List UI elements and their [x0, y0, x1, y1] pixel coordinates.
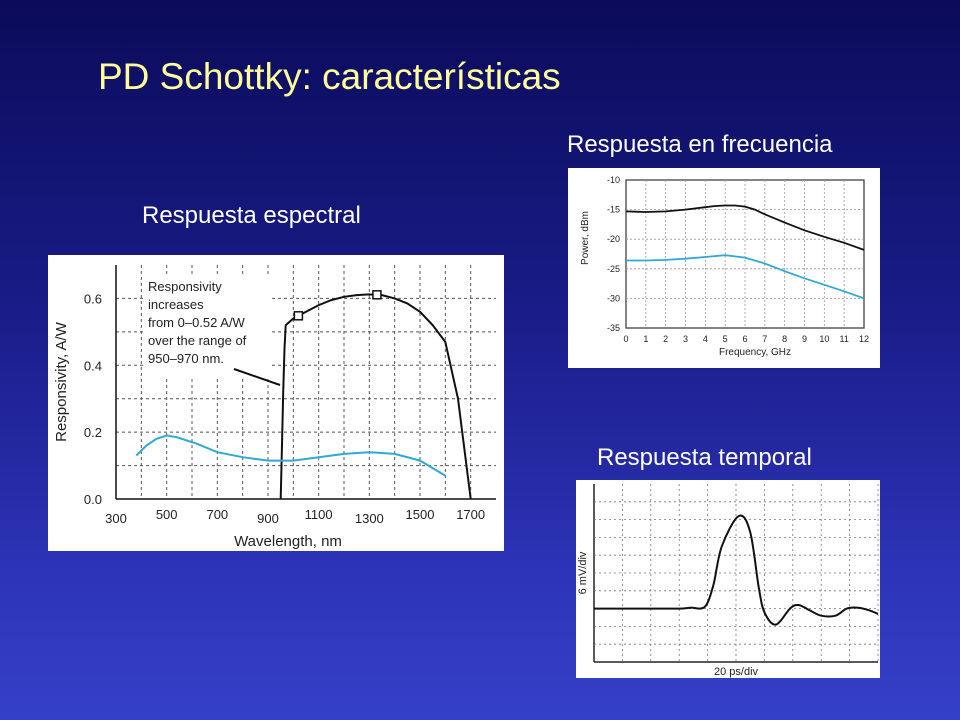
y-tick-label: -20: [607, 234, 620, 244]
pulse-response-line: [593, 514, 879, 626]
y-tick-label: -10: [607, 175, 620, 185]
y-axis-label: 6 mV/div: [577, 551, 589, 594]
series-line-black: [279, 293, 472, 500]
x-tick-label: 3: [683, 334, 688, 344]
x-tick-label: 300: [105, 511, 127, 526]
spectral-chart: 0.0 0.2 0.4 0.6 300 500 700 900 1100 1300 1500 1700…: [53, 265, 496, 550]
y-tick-label: 0.2: [84, 425, 102, 440]
y-tick-label: -15: [607, 205, 620, 215]
y-axis-label: Power, dBm: [580, 211, 591, 265]
slide-title: PD Schottky: características: [98, 56, 561, 97]
annotation-line: 950–970 nm.: [148, 351, 224, 366]
x-tick-label: 6: [742, 334, 747, 344]
x-axis-label: 20 ps/div: [714, 666, 759, 678]
y-axis-label: Responsivity, A/W: [53, 321, 70, 442]
series-marker: [372, 290, 382, 300]
temporal-chart: 20 ps/div 6 mV/div: [577, 484, 879, 678]
series-line-blue: [626, 254, 865, 300]
x-tick-label: 1700: [456, 507, 485, 522]
x-tick-label: 8: [782, 334, 787, 344]
y-tick-label: -30: [607, 293, 620, 303]
x-tick-label: 11: [839, 334, 848, 344]
y-tick-label: 0.6: [84, 291, 102, 306]
x-tick-label: 1300: [355, 511, 384, 526]
y-tick-label: -35: [607, 323, 620, 333]
series-marker: [293, 311, 304, 321]
x-axis-label: Frequency, GHz: [719, 347, 791, 358]
x-tick-label: 9: [802, 334, 807, 344]
x-axis-label: Wavelength, nm: [234, 533, 342, 550]
heading-frequency-response: Respuesta en frecuencia: [567, 131, 833, 158]
heading-spectral-response: Respuesta espectral: [142, 202, 361, 229]
x-tick-label: 500: [156, 507, 178, 522]
temporal-chart-panel: 20 ps/div 6 mV/div: [576, 480, 880, 678]
x-tick-label: 7: [762, 334, 767, 344]
x-tick-label: 2: [663, 334, 668, 344]
heading-temporal-response: Respuesta temporal: [597, 444, 812, 471]
spectral-chart-panel: 0.0 0.2 0.4 0.6 300 500 700 900 1100 1300 1500 1700…: [48, 255, 504, 551]
series-line-blue: [135, 434, 446, 477]
annotation-line: increases: [148, 297, 204, 312]
x-tick-label: 700: [206, 507, 228, 522]
x-tick-label: 1100: [305, 507, 333, 522]
x-tick-label: 12: [859, 334, 869, 344]
annotation-line: over the range of: [148, 333, 247, 348]
x-tick-label: 0: [623, 334, 628, 344]
y-tick-label: -25: [607, 264, 620, 274]
annotation-line: from 0–0.52 A/W: [148, 315, 246, 330]
x-tick-label: 4: [703, 334, 708, 344]
frequency-chart-panel: 0 1 2 3 4 5 6 7 8 9 10 11 12 -10 -15 -20 -25 -30 -35 Freque…: [568, 168, 880, 368]
x-tick-label: 10: [819, 334, 829, 344]
x-tick-label: 5: [723, 334, 728, 344]
frequency-chart: 0 1 2 3 4 5 6 7 8 9 10 11 12-10-15-20-25-30-35Freque…: [580, 175, 869, 358]
annotation-arrow: [233, 368, 281, 386]
y-tick-label: 0.4: [84, 358, 102, 373]
annotation-background: [144, 275, 270, 379]
x-tick-label: 1500: [406, 507, 435, 522]
y-tick-label: 0.0: [84, 492, 102, 507]
annotation-line: Responsivity: [148, 279, 222, 294]
x-tick-label: 1: [643, 334, 648, 344]
series-line-black: [625, 204, 865, 251]
x-tick-label: 900: [257, 511, 279, 526]
